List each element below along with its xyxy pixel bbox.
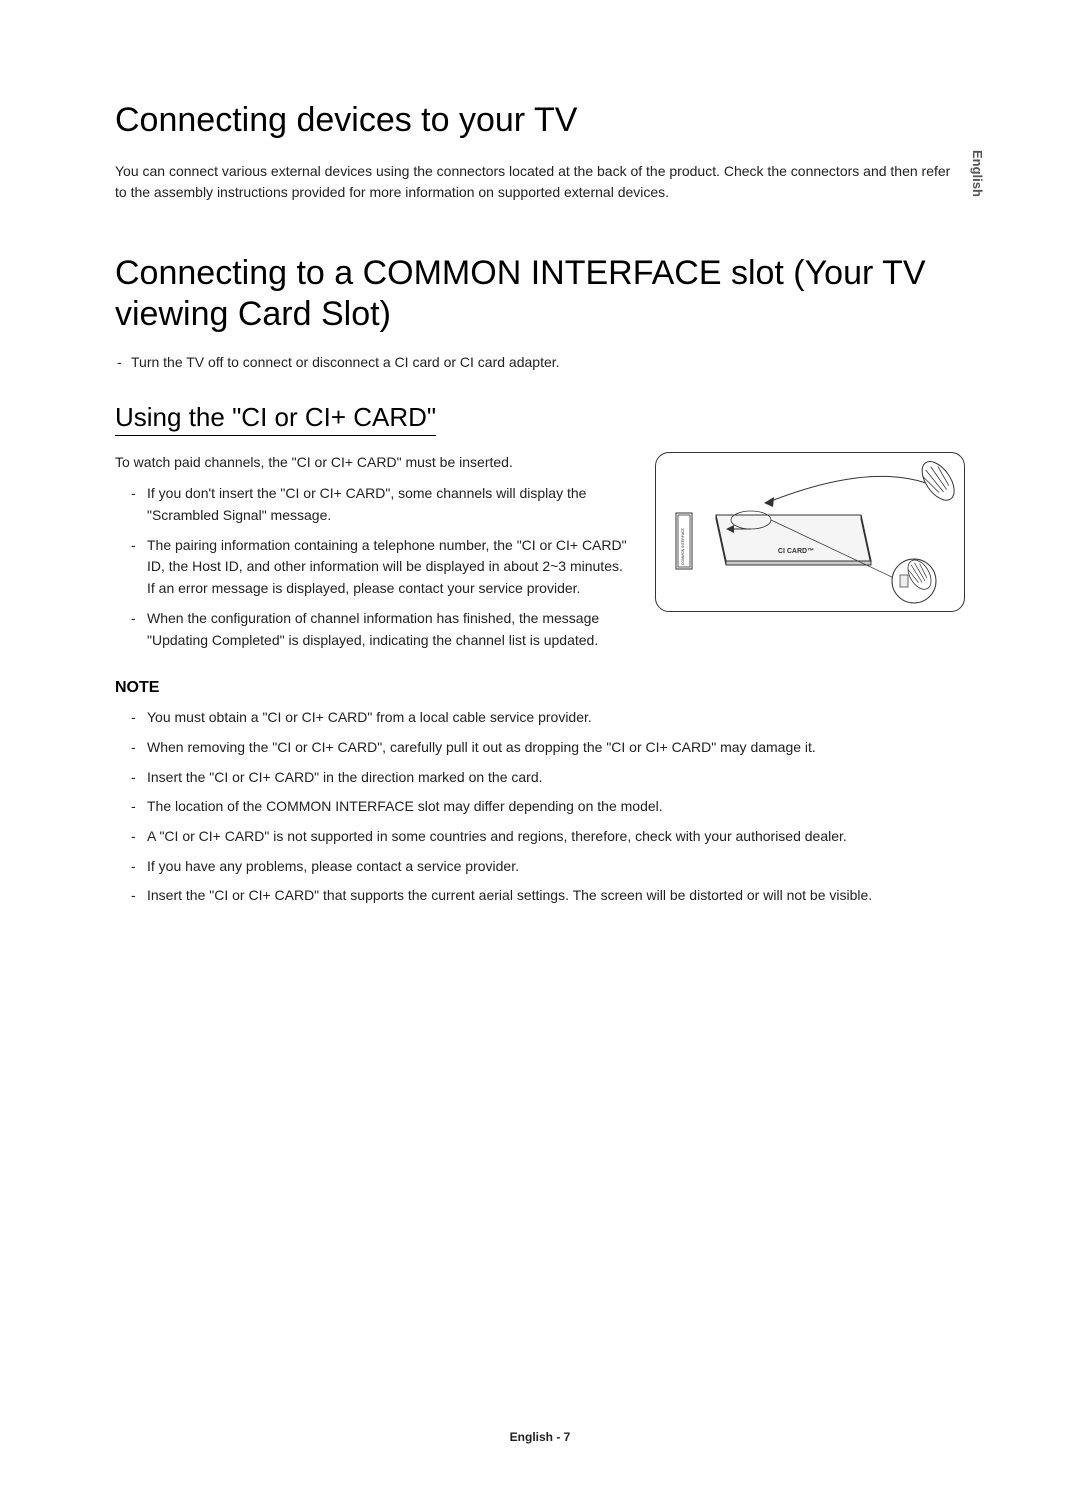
- card-label: CI CARD™: [778, 548, 814, 555]
- ci-card-section-row: To watch paid channels, the "CI or CI+ C…: [115, 452, 965, 659]
- ci-card-intro: To watch paid channels, the "CI or CI+ C…: [115, 452, 631, 473]
- heading-connecting-devices: Connecting devices to your TV: [115, 100, 965, 141]
- list-item: The pairing information containing a tel…: [131, 535, 631, 600]
- list-item: The location of the COMMON INTERFACE slo…: [131, 796, 965, 818]
- note-bullet-list: You must obtain a "CI or CI+ CARD" from …: [115, 707, 965, 907]
- ci-card-diagram-svg: COMMON INTERFACE CI CARD™: [656, 453, 966, 613]
- intro-paragraph: You can connect various external devices…: [115, 161, 965, 203]
- ci-card-diagram: COMMON INTERFACE CI CARD™: [655, 452, 965, 612]
- heading2-sub-bullet: Turn the TV off to connect or disconnect…: [115, 354, 965, 370]
- list-item: When removing the "CI or CI+ CARD", care…: [131, 737, 965, 759]
- list-item: When the configuration of channel inform…: [131, 608, 631, 651]
- ci-card-bullet-list: If you don't insert the "CI or CI+ CARD"…: [115, 483, 631, 651]
- list-item: You must obtain a "CI or CI+ CARD" from …: [131, 707, 965, 729]
- list-item: A "CI or CI+ CARD" is not supported in s…: [131, 826, 965, 848]
- note-heading: NOTE: [115, 679, 965, 697]
- list-item: Insert the "CI or CI+ CARD" that support…: [131, 885, 965, 907]
- list-item: If you have any problems, please contact…: [131, 856, 965, 878]
- language-tab: English: [970, 150, 985, 197]
- slot-label: COMMON INTERFACE: [681, 528, 685, 566]
- list-item: If you don't insert the "CI or CI+ CARD"…: [131, 483, 631, 526]
- heading-common-interface: Connecting to a COMMON INTERFACE slot (Y…: [115, 253, 965, 335]
- page-footer: English - 7: [0, 1430, 1080, 1444]
- heading-ci-card: Using the "CI or CI+ CARD": [115, 402, 436, 436]
- ci-card-diagram-column: COMMON INTERFACE CI CARD™: [655, 452, 965, 659]
- ci-card-text-column: To watch paid channels, the "CI or CI+ C…: [115, 452, 631, 659]
- list-item: Insert the "CI or CI+ CARD" in the direc…: [131, 767, 965, 789]
